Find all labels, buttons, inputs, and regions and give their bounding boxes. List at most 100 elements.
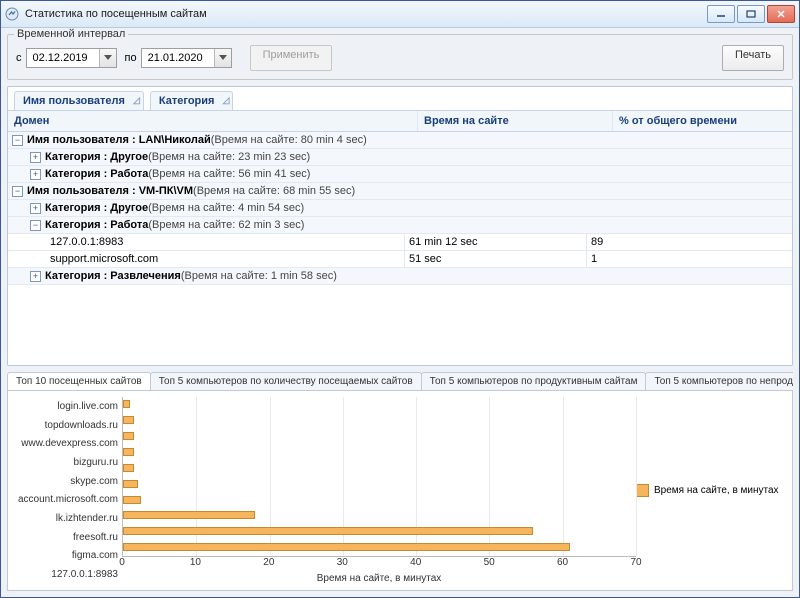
group-row[interactable]: −Имя пользователя : LAN\Николай (Время н… [8,132,792,149]
chart-bar [123,543,570,551]
chart-x-axis: 010203040506070 [122,557,636,571]
chart-tab[interactable]: Топ 5 компьютеров по непродуктивным сайт… [645,372,793,390]
window-controls [707,5,795,23]
chart-tab[interactable]: Топ 10 посещенных сайтов [7,372,151,390]
chart-tabs: Топ 10 посещенных сайтовТоп 5 компьютеро… [7,372,793,390]
date-range-group: Временной интервал с 02.12.2019 по 21.01… [7,34,793,80]
chart-x-tick: 0 [119,557,125,568]
chart-box: login.live.com topdownloads.ru www.devexpr… [7,390,793,591]
date-to-picker[interactable]: 21.01.2020 [141,48,232,68]
table-row[interactable]: support.microsoft.com51 sec1 [8,251,792,268]
chart-category-label: bizguru.ru [14,457,118,468]
group-label: Категория : Другое [45,151,148,163]
group-row[interactable]: −Категория : Работа (Время на сайте: 62 … [8,217,792,234]
chart-category-label: lk.izhtender.ru [14,513,118,524]
chart-bar [123,432,134,440]
app-icon [5,7,19,21]
group-sublabel: (Время на сайте: 4 min 54 sec) [148,202,304,214]
group-chip-category[interactable]: Категория ◿ [150,91,234,110]
chart-category-label: freesoft.ru [14,532,118,543]
group-label: Категория : Другое [45,202,148,214]
chart-x-tick: 70 [630,557,641,568]
expand-icon[interactable]: + [30,169,41,180]
maximize-button[interactable] [737,5,765,23]
table-row[interactable]: 127.0.0.1:898361 min 12 sec89 [8,234,792,251]
group-row[interactable]: −Имя пользователя : VM-ПК\VM (Время на с… [8,183,792,200]
group-row[interactable]: + Категория : Другое (Время на сайте: 23 … [8,149,792,166]
legend-label: Время на сайте, в минутах [654,485,779,496]
chart-tab[interactable]: Топ 5 компьютеров по продуктивным сайтам [421,372,647,390]
group-row[interactable]: +Категория : Работа (Время на сайте: 56 … [8,166,792,183]
column-header-pct[interactable]: % от общего времени [613,111,792,131]
group-sublabel: (Время на сайте: 80 min 4 sec) [211,134,367,146]
chart-category-label: 127.0.0.1:8983 [14,569,118,580]
group-sublabel: (Время на сайте: 23 min 23 sec) [148,151,310,163]
chart-bar [123,527,533,535]
chart-tab[interactable]: Топ 5 компьютеров по количеству посещаем… [150,372,422,390]
chart-legend: Время на сайте, в минутах [636,397,786,584]
chart-gridline [563,397,564,556]
chart-plot-wrap: 010203040506070 Время на сайте, в минута… [122,397,636,584]
group-label: Категория : Развлечения [45,270,181,282]
print-button[interactable]: Печать [722,45,784,71]
chart-category-label: skype.com [14,476,118,487]
cell-pct: 1 [587,251,792,267]
chart-x-tick: 60 [557,557,568,568]
chart-x-title: Время на сайте, в минутах [122,571,636,584]
expand-icon[interactable]: + [30,203,41,214]
collapse-icon[interactable]: − [30,220,41,231]
chart-category-label: account.microsoft.com [14,494,118,505]
collapse-icon[interactable]: − [12,135,23,146]
cell-domain: support.microsoft.com [8,251,405,267]
cell-domain: 127.0.0.1:8983 [8,234,405,250]
chart-x-tick: 30 [337,557,348,568]
to-label: по [125,52,137,64]
group-row[interactable]: + Категория : Другое (Время на сайте: 4 m… [8,200,792,217]
group-label: Имя пользователя : LAN\Николай [27,134,211,146]
chart-bar [123,416,134,424]
chart-category-label: topdownloads.ru [14,420,118,431]
group-chip-remove-icon[interactable]: ◿ [223,95,230,106]
group-label: Категория : Работа [45,168,148,180]
chart-main: login.live.com topdownloads.ru www.devexpr… [14,397,636,584]
chart-y-labels: login.live.com topdownloads.ru www.devexpr… [14,397,122,584]
expand-icon[interactable]: + [30,152,41,163]
close-button[interactable] [767,5,795,23]
date-to-dropdown-icon[interactable] [214,49,231,67]
client-area: Временной интервал с 02.12.2019 по 21.01… [1,28,799,597]
chart-x-tick: 20 [263,557,274,568]
group-by-row: Имя пользователя ◿ Категория ◿ [8,87,792,110]
chart-bar [123,511,255,519]
date-from-picker[interactable]: 02.12.2019 [26,48,117,68]
date-from-value: 02.12.2019 [27,49,99,67]
chart-x-tick: 40 [410,557,421,568]
group-label: Имя пользователя : VM-ПК\VM [27,185,193,197]
chart-bar [123,480,138,488]
chart-category-label: www.devexpress.com [14,438,118,449]
stats-grid: Имя пользователя ◿ Категория ◿ Домен Вре… [7,86,793,366]
chart-plot [122,397,636,557]
group-chip-user[interactable]: Имя пользователя ◿ [14,91,144,110]
minimize-button[interactable] [707,5,735,23]
cell-time: 61 min 12 sec [405,234,587,250]
chart-category-label: login.live.com [14,401,118,412]
apply-button[interactable]: Применить [250,45,333,71]
group-chip-remove-icon[interactable]: ◿ [133,95,140,106]
chart-bar [123,448,134,456]
chart-category-label: figma.com [14,550,118,561]
column-header-time[interactable]: Время на сайте [418,111,613,131]
column-header-domain[interactable]: Домен [8,111,418,131]
expand-icon[interactable]: + [30,271,41,282]
group-row[interactable]: + Категория : Развлечения (Время на сайте… [8,268,792,285]
chart-bar [123,400,130,408]
lower-panel: Топ 10 посещенных сайтовТоп 5 компьютеро… [7,372,793,591]
collapse-icon[interactable]: − [12,186,23,197]
app-window: Статистика по посещенным сайтам Временно… [0,0,800,598]
chart-x-tick: 10 [190,557,201,568]
date-from-dropdown-icon[interactable] [99,49,116,67]
group-sublabel: (Время на сайте: 1 min 58 sec) [181,270,337,282]
group-sublabel: (Время на сайте: 68 min 55 sec) [193,185,355,197]
grid-body[interactable]: −Имя пользователя : LAN\Николай (Время н… [8,132,792,365]
date-range-legend: Временной интервал [14,28,128,40]
titlebar: Статистика по посещенным сайтам [1,1,799,28]
